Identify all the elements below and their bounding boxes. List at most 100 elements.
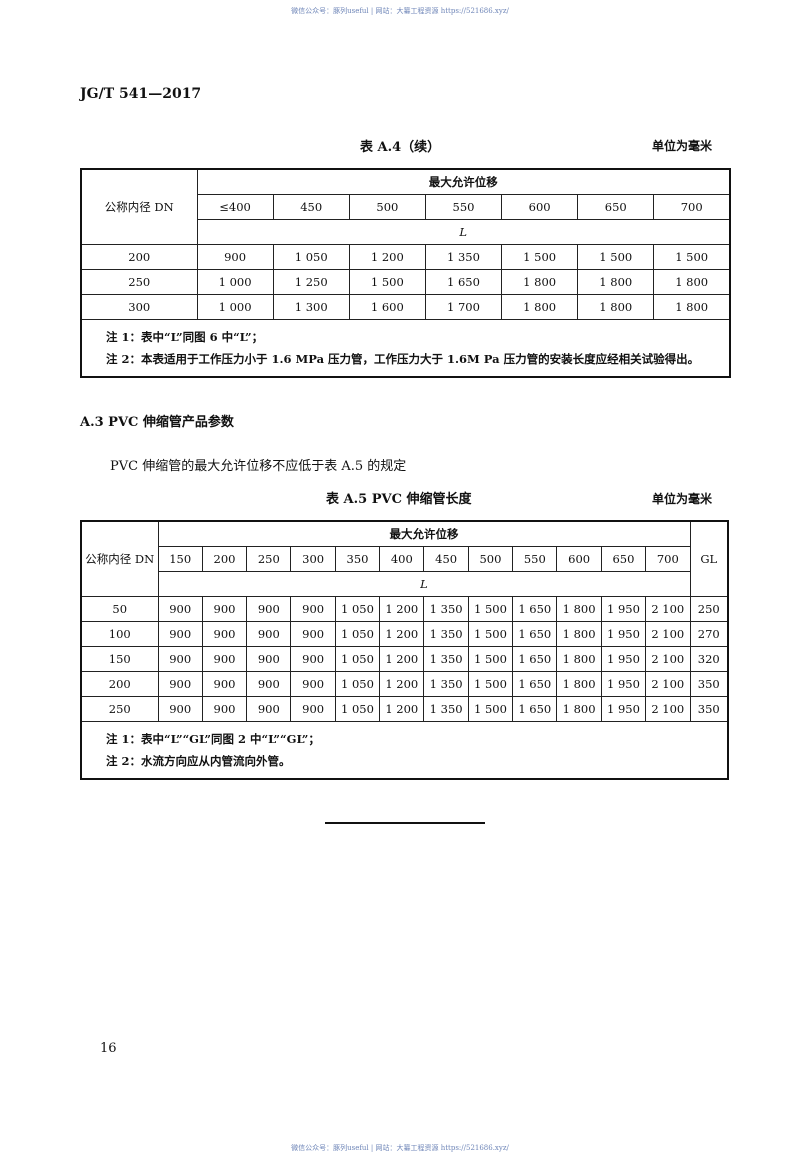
- value-cell: 1 800: [653, 294, 731, 320]
- sub-header-row: L: [81, 571, 728, 597]
- value-cell: 900: [290, 671, 336, 697]
- dn-cell: 250: [80, 696, 159, 722]
- value-cell: 900: [290, 596, 336, 622]
- header-row: 公称内径 DN 最大允许位移: [80, 168, 731, 245]
- column-header-row: ≤400 450 500 550 600 650 700: [81, 194, 731, 220]
- value-cell: 900: [290, 646, 336, 672]
- value-cell: 1 600: [348, 294, 426, 320]
- value-cell: 1 500: [467, 696, 514, 722]
- table-a5-caption: 表 A.5 PVC 伸缩管长度: [326, 492, 472, 507]
- l-header: L: [196, 219, 731, 245]
- value-cell: 1 200: [348, 244, 426, 270]
- value-cell: 900: [157, 646, 203, 672]
- column-header: ≤400: [196, 194, 274, 220]
- note: 注 2：水流方向应从内管流向外管。: [106, 754, 291, 768]
- value-cell: 1 500: [577, 244, 655, 270]
- page-number: 16: [100, 1041, 117, 1056]
- value-cell: 1 350: [423, 671, 469, 697]
- value-cell: 900: [246, 621, 292, 647]
- value-cell: 2 100: [645, 596, 691, 622]
- value-cell: 1 050: [272, 244, 350, 270]
- value-cell: 1 650: [512, 696, 558, 722]
- value-cell: 1 800: [577, 269, 655, 295]
- value-cell: 900: [290, 621, 336, 647]
- value-cell: 1 950: [600, 621, 647, 647]
- column-header: 200: [201, 546, 248, 572]
- dn-cell: 150: [80, 646, 159, 672]
- value-cell: 1 000: [196, 294, 274, 320]
- notes-row: 注 1：表中“L”同图 6 中“L”； 注 2：本表适用于工作压力小于 1.6 M…: [80, 319, 731, 378]
- column-header: 500: [348, 194, 426, 220]
- table-a5-unit: 单位为毫米: [652, 492, 713, 506]
- value-cell: 1 500: [467, 646, 514, 672]
- column-header-row: 150 200 250 300 350 400 450 500 550 600 650 700: [81, 546, 728, 572]
- value-cell: 900: [246, 696, 292, 722]
- dn-header: 公称内径 DN: [80, 168, 198, 245]
- table-row: 150 900 900 900 900 1 050 1 200 1 350 1 500 1 650…: [80, 646, 729, 672]
- value-cell: 900: [157, 621, 203, 647]
- table-a5: 公称内径 DN 最大允许位移 GL 150 200 250 300 350 400 450 500 5…: [80, 520, 729, 780]
- value-cell: 900: [246, 596, 292, 622]
- value-cell: 2 100: [645, 621, 691, 647]
- value-cell: 900: [201, 646, 248, 672]
- value-cell: 1 650: [424, 269, 503, 295]
- end-rule: [325, 822, 485, 824]
- value-cell: 1 500: [653, 244, 731, 270]
- value-cell: 1 950: [600, 596, 647, 622]
- dn-cell: 100: [80, 621, 159, 647]
- value-cell: 1 650: [512, 621, 558, 647]
- gl-header: GL: [689, 520, 729, 597]
- gl-cell: 270: [689, 621, 729, 647]
- table-row: 100 900 900 900 900 1 050 1 200 1 350 1 500 1 650…: [80, 621, 729, 647]
- table-row: 200 900 900 900 900 1 050 1 200 1 350 1 500 1 650…: [80, 671, 729, 697]
- value-cell: 1 500: [467, 596, 514, 622]
- table-a4: 公称内径 DN 最大允许位移 ≤400 450 500 550 600 650 700 L 200 9…: [80, 168, 731, 378]
- value-cell: 2 100: [645, 671, 691, 697]
- value-cell: 1 050: [334, 621, 381, 647]
- value-cell: 1 350: [423, 621, 469, 647]
- gl-cell: 250: [689, 596, 729, 622]
- gl-cell: 350: [689, 696, 729, 722]
- table-a4-unit: 单位为毫米: [652, 139, 713, 153]
- group-header: 最大允许位移: [157, 520, 691, 547]
- value-cell: 1 050: [334, 646, 381, 672]
- notes: 注 1：表中“L”“GL”同图 2 中“L”“GL”； 注 2：水流方向应从内管流…: [80, 721, 729, 780]
- value-cell: 1 000: [196, 269, 274, 295]
- column-header: 300: [290, 546, 336, 572]
- table-row: 200 900 1 050 1 200 1 350 1 500 1 500 1 500: [80, 244, 731, 270]
- value-cell: 1 800: [556, 646, 602, 672]
- value-cell: 900: [246, 671, 292, 697]
- value-cell: 1 800: [556, 671, 602, 697]
- value-cell: 1 800: [653, 269, 731, 295]
- l-header: L: [157, 571, 691, 597]
- value-cell: 1 350: [423, 646, 469, 672]
- gl-cell: 350: [689, 671, 729, 697]
- section-heading: A.3 PVC 伸缩管产品参数: [80, 415, 234, 430]
- value-cell: 1 800: [556, 621, 602, 647]
- value-cell: 900: [196, 244, 274, 270]
- value-cell: 1 800: [556, 596, 602, 622]
- notes: 注 1：表中“L”同图 6 中“L”； 注 2：本表适用于工作压力小于 1.6 M…: [80, 319, 731, 378]
- table-row: 50 900 900 900 900 1 050 1 200 1 350 1 500 1 650 1…: [80, 596, 729, 622]
- value-cell: 1 950: [600, 696, 647, 722]
- value-cell: 1 800: [577, 294, 655, 320]
- value-cell: 1 700: [424, 294, 503, 320]
- value-cell: 1 350: [423, 596, 469, 622]
- column-header: 350: [334, 546, 381, 572]
- value-cell: 900: [201, 696, 248, 722]
- section-body: PVC 伸缩管的最大允许位移不应低于表 A.5 的规定: [110, 459, 407, 474]
- value-cell: 900: [157, 671, 203, 697]
- column-header: 550: [512, 546, 558, 572]
- value-cell: 1 050: [334, 596, 381, 622]
- column-header: 600: [556, 546, 602, 572]
- standard-code: JG/T 541—2017: [80, 86, 202, 102]
- column-header: 450: [423, 546, 469, 572]
- notes-row: 注 1：表中“L”“GL”同图 2 中“L”“GL”； 注 2：水流方向应从内管流…: [80, 721, 729, 780]
- value-cell: 900: [201, 621, 248, 647]
- column-header: 650: [577, 194, 655, 220]
- value-cell: 900: [290, 696, 336, 722]
- value-cell: 1 800: [556, 696, 602, 722]
- dn-cell: 200: [80, 671, 159, 697]
- note: 注 2：本表适用于工作压力小于 1.6 MPa 压力管，工作压力大于 1.6M …: [106, 352, 700, 366]
